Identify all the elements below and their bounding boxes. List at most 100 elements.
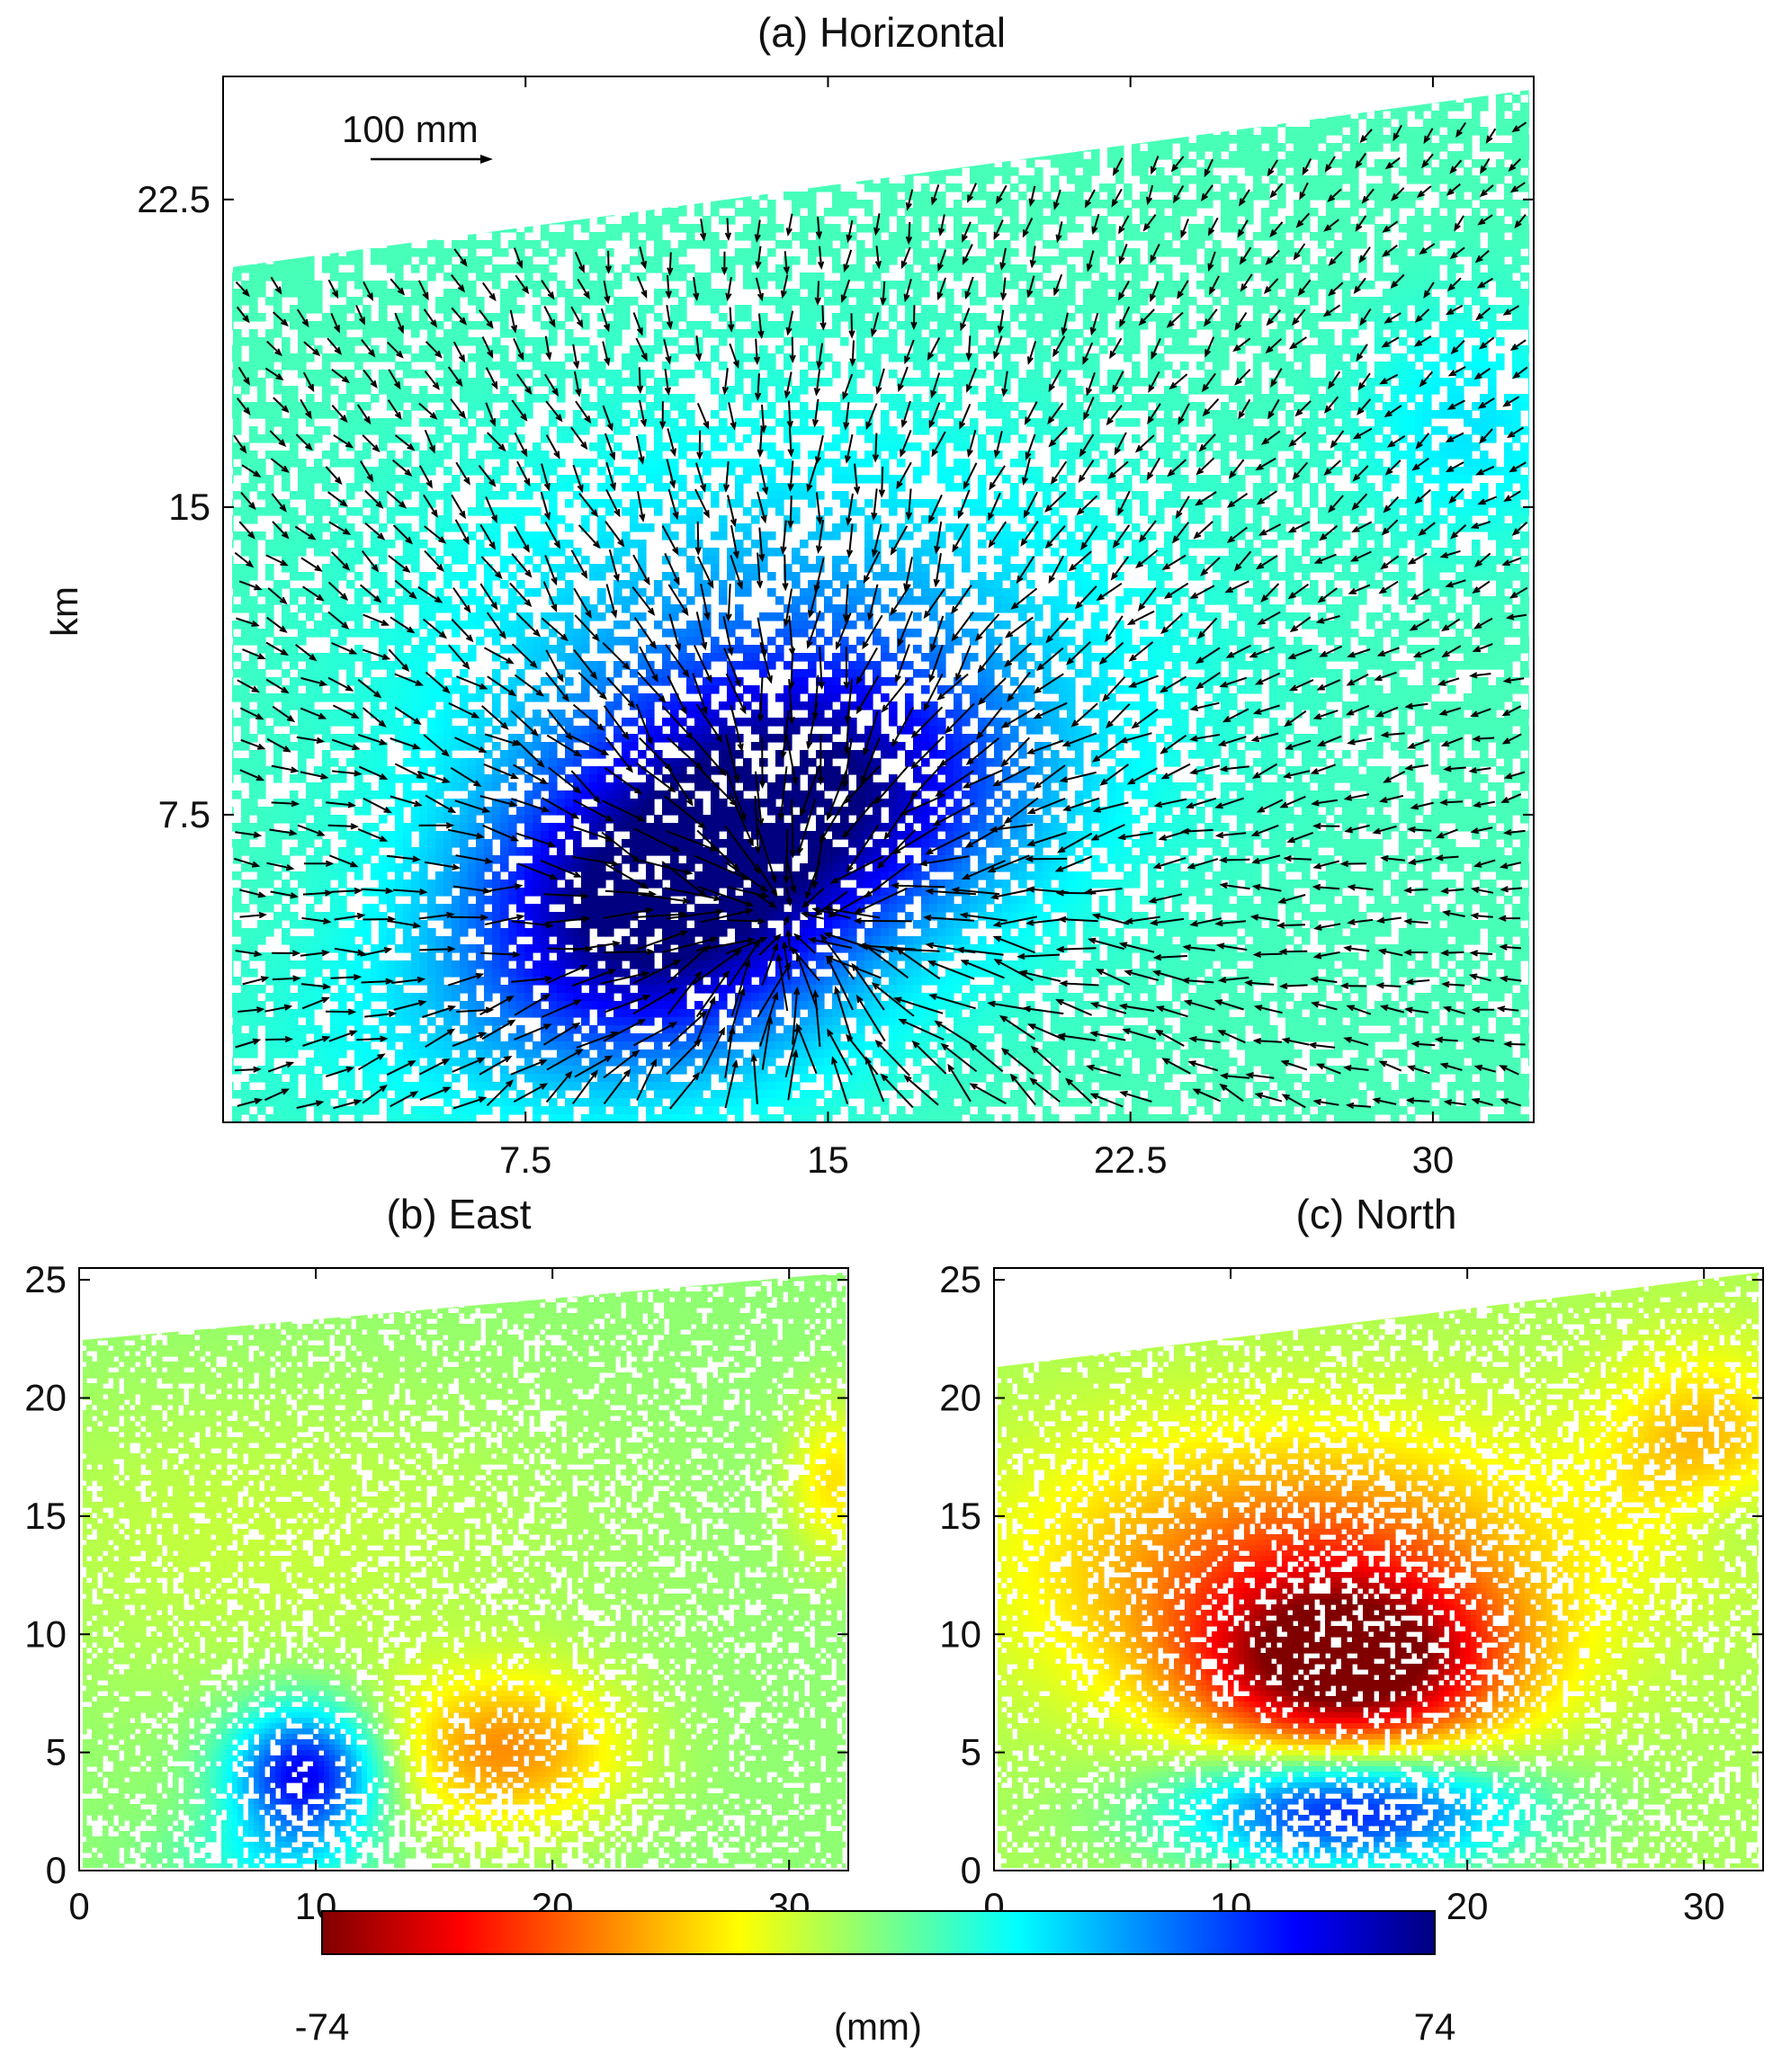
heatmap-cell xyxy=(1528,410,1529,419)
heatmap-cell xyxy=(767,103,776,112)
heatmap-cell xyxy=(1285,313,1294,322)
heatmap-cell xyxy=(476,224,485,233)
heatmap-cell xyxy=(249,305,258,314)
heatmap-cell xyxy=(937,394,946,403)
heatmap-cell xyxy=(1115,208,1124,217)
heatmap-cell xyxy=(1310,119,1319,128)
heatmap-cell xyxy=(1261,90,1270,95)
heatmap-cell xyxy=(597,159,606,168)
heatmap-cell xyxy=(411,208,420,217)
heatmap-cell xyxy=(897,410,906,419)
heatmap-cell xyxy=(346,183,355,192)
heatmap-cell xyxy=(1334,313,1343,322)
heatmap-cell xyxy=(824,175,833,184)
heatmap-cell xyxy=(646,305,655,314)
heatmap-cell xyxy=(387,224,396,233)
heatmap-cell xyxy=(1496,321,1505,330)
heatmap-cell xyxy=(848,378,857,387)
heatmap-cell xyxy=(694,321,703,330)
heatmap-cell xyxy=(1302,370,1311,379)
heatmap-cell xyxy=(1148,135,1157,144)
heatmap-cell xyxy=(784,119,792,128)
heatmap-cell xyxy=(411,353,420,362)
heatmap-cell xyxy=(363,353,372,362)
heatmap-cell xyxy=(1472,248,1481,257)
heatmap-cell xyxy=(678,208,687,217)
heatmap-cell xyxy=(1447,394,1456,403)
heatmap-cell xyxy=(1358,159,1367,168)
heatmap-cell xyxy=(282,135,291,144)
heatmap-cell xyxy=(354,159,363,168)
heatmap-cell xyxy=(638,240,647,249)
heatmap-cell xyxy=(1075,410,1084,419)
heatmap-cell xyxy=(549,418,558,427)
heatmap-cell xyxy=(1204,216,1213,225)
heatmap-cell xyxy=(1107,192,1116,201)
heatmap-cell xyxy=(589,345,598,354)
heatmap-cell xyxy=(1326,208,1335,217)
heatmap-cell xyxy=(1455,240,1464,249)
heatmap-cell xyxy=(1164,459,1173,468)
heatmap-cell xyxy=(1431,111,1440,120)
heatmap-cell xyxy=(832,159,841,168)
heatmap-cell xyxy=(1188,297,1197,306)
heatmap-cell xyxy=(1447,135,1456,144)
heatmap-cell xyxy=(468,216,477,225)
heatmap-cell xyxy=(1099,305,1108,314)
heatmap-cell xyxy=(1415,272,1424,281)
heatmap-cell xyxy=(1504,90,1513,95)
heatmap-cell xyxy=(775,94,784,103)
heatmap-cell xyxy=(427,216,436,225)
heatmap-cell xyxy=(654,345,663,354)
heatmap-cell xyxy=(1140,167,1149,176)
heatmap-cell xyxy=(1018,394,1027,403)
heatmap-cell xyxy=(338,94,347,103)
heatmap-cell xyxy=(241,370,250,379)
heatmap-cell xyxy=(1067,329,1076,338)
heatmap-cell xyxy=(1277,353,1286,362)
heatmap-cell xyxy=(1423,264,1432,273)
heatmap-cell xyxy=(500,216,509,225)
heatmap-cell xyxy=(1528,200,1529,209)
heatmap-cell xyxy=(978,159,987,168)
heatmap-cell xyxy=(848,394,857,403)
heatmap-cell xyxy=(1472,272,1481,281)
heatmap-cell xyxy=(1358,78,1367,87)
heatmap-cell xyxy=(338,321,347,330)
heatmap-cell xyxy=(1512,362,1521,371)
heatmap-cell xyxy=(613,103,622,112)
heatmap-cell xyxy=(646,119,655,128)
heatmap-cell xyxy=(395,418,404,427)
heatmap-cell xyxy=(290,224,299,233)
heatmap-cell xyxy=(727,192,736,201)
heatmap-cell xyxy=(832,289,841,298)
heatmap-cell xyxy=(1277,305,1286,314)
heatmap-cell xyxy=(419,321,428,330)
heatmap-cell xyxy=(597,313,606,322)
heatmap-cell xyxy=(1488,248,1497,257)
heatmap-cell xyxy=(1245,240,1254,249)
heatmap-cell xyxy=(1528,329,1529,338)
heatmap-cell xyxy=(889,337,898,346)
heatmap-cell xyxy=(921,362,930,371)
heatmap-cell xyxy=(1334,240,1343,249)
heatmap-cell xyxy=(970,159,979,168)
heatmap-cell xyxy=(290,305,299,314)
heatmap-cell xyxy=(589,232,598,241)
heatmap-cell xyxy=(1148,143,1157,152)
heatmap-cell xyxy=(1455,321,1464,330)
heatmap-cell xyxy=(1358,370,1367,379)
heatmap-cell xyxy=(800,329,809,338)
heatmap-cell xyxy=(1051,442,1060,451)
heatmap-cell xyxy=(330,78,339,87)
heatmap-cell xyxy=(1350,167,1359,176)
heatmap-cell xyxy=(257,378,266,387)
heatmap-cell xyxy=(986,272,995,281)
heatmap-cell xyxy=(241,224,250,233)
heatmap-cell xyxy=(694,272,703,281)
heatmap-cell xyxy=(516,127,525,136)
heatmap-cell xyxy=(435,224,444,233)
heatmap-cell xyxy=(557,281,566,290)
heatmap-cell xyxy=(1269,353,1278,362)
heatmap-cell xyxy=(1528,248,1529,257)
